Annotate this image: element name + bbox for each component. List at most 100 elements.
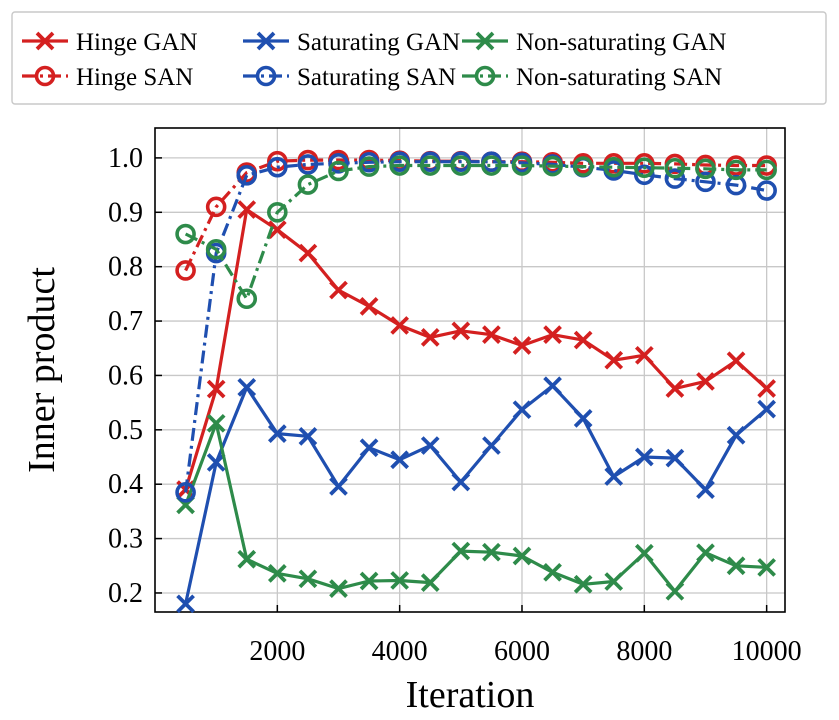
y-tick-label: 0.9 [108, 197, 143, 228]
data-point-saturating-gan [726, 425, 746, 445]
data-point-non-saturating-gan [359, 571, 379, 591]
data-point-saturating-san [756, 180, 777, 201]
data-point-saturating-gan [390, 450, 410, 470]
data-point-hinge-san [267, 150, 288, 172]
data-point-non-saturating-gan [512, 546, 532, 566]
data-point-hinge-gan [267, 220, 287, 240]
series-line-non-saturating-gan [184, 421, 767, 593]
series-saturating-gan [176, 376, 776, 614]
data-point-hinge-gan [543, 325, 562, 344]
series-line-saturating-san [184, 160, 767, 493]
legend-label: Saturating SAN [297, 64, 456, 91]
legend-item: Hinge GAN [22, 29, 198, 56]
data-point-non-saturating-san [481, 155, 502, 176]
legend-label: Hinge SAN [76, 64, 193, 91]
legend-item: Non-saturating GAN [462, 29, 726, 56]
data-point-non-saturating-gan [329, 579, 348, 598]
data-point-non-saturating-gan [665, 581, 685, 601]
series-non-saturating-gan [176, 413, 776, 601]
legend-label: Saturating GAN [297, 29, 460, 56]
data-point-hinge-san [175, 260, 196, 281]
data-point-non-saturating-san [572, 156, 594, 177]
x-tick-label: 6000 [494, 636, 550, 667]
data-point-saturating-gan [206, 453, 226, 472]
data-point-non-saturating-san [511, 155, 533, 176]
data-point-non-saturating-san [236, 288, 258, 310]
x-tick-label: 4000 [372, 636, 428, 667]
x-tick-label: 8000 [616, 636, 672, 667]
legend-label: Hinge GAN [76, 29, 198, 56]
data-point-non-saturating-gan [726, 556, 746, 576]
data-point-saturating-gan [512, 400, 532, 420]
axis-labels: Iteration Inner product [21, 267, 534, 716]
data-point-non-saturating-san [205, 238, 227, 260]
series-line-saturating-gan [184, 384, 768, 605]
data-point-non-saturating-san [419, 155, 441, 176]
data-point-saturating-san [328, 153, 349, 174]
data-point-saturating-san [297, 154, 319, 175]
data-point-non-saturating-gan [696, 543, 715, 563]
data-point-saturating-gan [359, 438, 379, 458]
data-point-saturating-gan [237, 378, 257, 397]
data-point-non-saturating-gan [237, 549, 257, 569]
data-point-saturating-gan [696, 480, 715, 499]
data-point-hinge-gan [634, 345, 654, 365]
data-point-non-saturating-san [725, 159, 747, 181]
legend-label: Non-saturating SAN [516, 64, 722, 91]
data-point-non-saturating-san [358, 156, 380, 177]
data-point-non-saturating-gan [757, 558, 776, 577]
data-point-non-saturating-gan [298, 569, 318, 589]
data-point-hinge-san [205, 196, 227, 218]
data-point-non-saturating-gan [543, 562, 562, 582]
axes: 2000 4000 6000 8000 10000 0.2 0.3 0.4 0.5 0.6 0.7 0… [108, 127, 802, 667]
data-point-hinge-gan [573, 330, 593, 350]
data-point-non-saturating-san [756, 159, 777, 181]
data-point-hinge-gan [390, 316, 410, 335]
legend-marker [256, 31, 276, 51]
y-tick-label: 0.6 [108, 360, 143, 391]
data-point-non-saturating-san [267, 201, 288, 223]
legend-marker [255, 65, 277, 87]
data-point-saturating-san [175, 482, 196, 503]
data-point-saturating-gan [757, 399, 776, 419]
data-point-non-saturating-san [542, 155, 563, 177]
data-point-hinge-gan [696, 372, 715, 391]
data-point-saturating-san [664, 168, 686, 189]
data-point-non-saturating-san [389, 155, 410, 176]
data-point-saturating-gan [543, 376, 562, 396]
data-point-non-saturating-gan [482, 542, 501, 562]
legend-marker [475, 31, 495, 51]
data-point-non-saturating-gan [451, 541, 471, 561]
data-point-saturating-gan [573, 409, 593, 428]
series-layer [175, 149, 777, 614]
legend-item: Saturating SAN [243, 64, 456, 91]
data-point-saturating-gan [482, 436, 501, 455]
y-tick-label: 0.5 [108, 415, 143, 446]
data-point-hinge-gan [665, 379, 685, 398]
y-tick-label: 1.0 [108, 143, 143, 174]
y-tick-label: 0.2 [108, 578, 143, 609]
data-point-non-saturating-san [664, 157, 686, 179]
legend-label: Non-saturating GAN [516, 29, 726, 56]
x-axis-label: Iteration [406, 674, 535, 716]
legend-marker [35, 31, 55, 51]
data-point-hinge-gan [512, 336, 532, 355]
data-point-saturating-gan [634, 447, 654, 467]
series-hinge-gan [176, 200, 776, 499]
data-point-saturating-gan [176, 594, 195, 614]
data-point-saturating-gan [329, 477, 348, 496]
data-point-hinge-gan [329, 280, 348, 300]
data-point-hinge-gan [451, 321, 471, 341]
x-tick-label: 10000 [732, 636, 802, 667]
data-point-hinge-gan [206, 379, 226, 399]
plot-frame [154, 127, 786, 613]
legend-item: Hinge SAN [22, 64, 193, 91]
data-point-hinge-gan [359, 297, 379, 316]
data-point-saturating-gan [451, 472, 471, 492]
y-tick-label: 0.3 [108, 524, 143, 555]
data-point-non-saturating-gan [604, 572, 624, 591]
y-tick-label: 0.4 [108, 469, 143, 500]
legend: Hinge GAN Saturating GAN Non-saturating GA… [11, 11, 827, 105]
data-point-non-saturating-san [695, 158, 716, 180]
